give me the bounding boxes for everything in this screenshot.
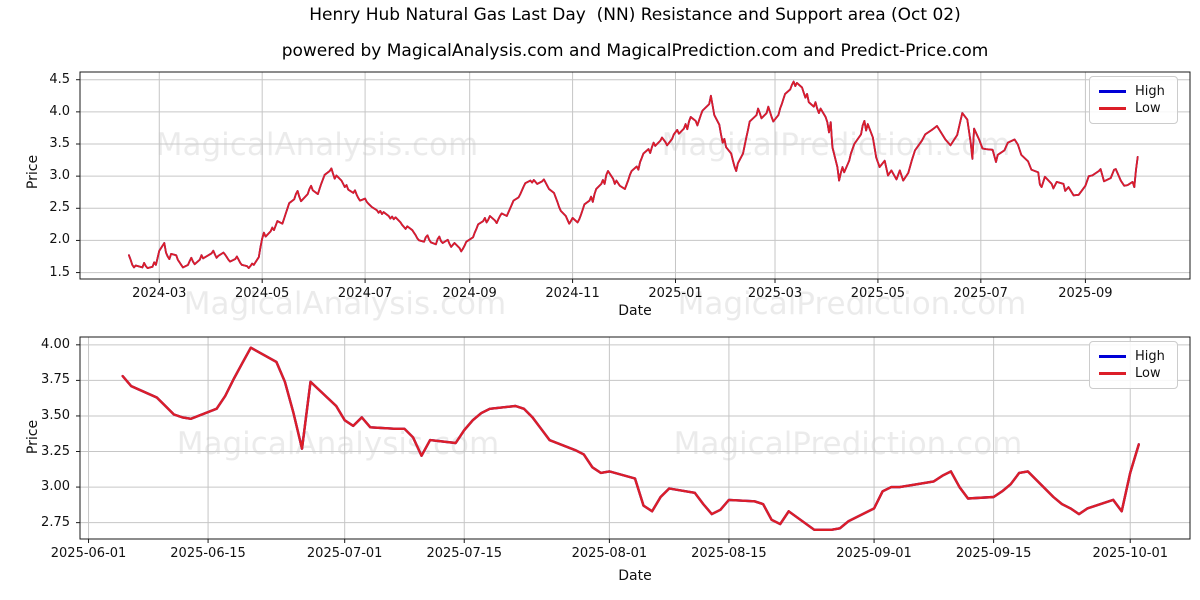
plot-border bbox=[79, 71, 1191, 280]
legend-label-high: High bbox=[1135, 349, 1165, 364]
high-line-swatch-icon bbox=[1099, 355, 1126, 358]
low-line-swatch-icon bbox=[1099, 372, 1126, 375]
top-chart-legend: High Low bbox=[1089, 76, 1178, 124]
series-line-low bbox=[121, 346, 1141, 531]
plot-border bbox=[79, 336, 1191, 540]
bottom-chart-plot bbox=[76, 336, 1191, 543]
legend-entry-high: High bbox=[1099, 83, 1168, 100]
legend-entry-low: Low bbox=[1099, 365, 1168, 382]
figure-subtitle: powered by MagicalAnalysis.com and Magic… bbox=[281, 41, 989, 61]
legend-label-low: Low bbox=[1135, 101, 1161, 116]
top-chart-plot bbox=[76, 71, 1191, 283]
low-line-swatch-icon bbox=[1099, 107, 1126, 110]
legend-label-low: Low bbox=[1135, 366, 1161, 381]
figure-title: Henry Hub Natural Gas Last Day (NN) Resi… bbox=[309, 5, 961, 25]
legend-entry-low: Low bbox=[1099, 100, 1168, 117]
high-line-swatch-icon bbox=[1099, 90, 1126, 93]
series-line-low bbox=[127, 80, 1139, 270]
bottom-chart-legend: High Low bbox=[1089, 341, 1178, 389]
legend-label-high: High bbox=[1135, 84, 1165, 99]
series-line-high bbox=[121, 346, 1141, 531]
legend-entry-high: High bbox=[1099, 348, 1168, 365]
